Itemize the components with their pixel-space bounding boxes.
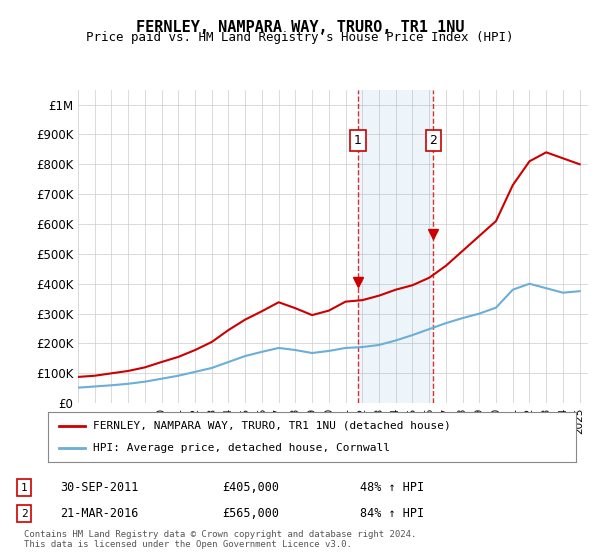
Text: 21-MAR-2016: 21-MAR-2016: [60, 507, 139, 520]
Text: 48% ↑ HPI: 48% ↑ HPI: [360, 481, 424, 494]
Text: HPI: Average price, detached house, Cornwall: HPI: Average price, detached house, Corn…: [93, 443, 390, 453]
Text: FERNLEY, NAMPARA WAY, TRURO, TR1 1NU: FERNLEY, NAMPARA WAY, TRURO, TR1 1NU: [136, 20, 464, 35]
Text: Contains HM Land Registry data © Crown copyright and database right 2024.
This d: Contains HM Land Registry data © Crown c…: [24, 530, 416, 549]
Text: £405,000: £405,000: [222, 481, 279, 494]
Text: 1: 1: [20, 483, 28, 493]
Text: 1: 1: [354, 134, 362, 147]
Text: 2: 2: [20, 508, 28, 519]
Text: £565,000: £565,000: [222, 507, 279, 520]
Text: Price paid vs. HM Land Registry's House Price Index (HPI): Price paid vs. HM Land Registry's House …: [86, 31, 514, 44]
Text: 30-SEP-2011: 30-SEP-2011: [60, 481, 139, 494]
Bar: [358, 90, 433, 403]
Text: 84% ↑ HPI: 84% ↑ HPI: [360, 507, 424, 520]
Text: 2: 2: [430, 134, 437, 147]
Text: FERNLEY, NAMPARA WAY, TRURO, TR1 1NU (detached house): FERNLEY, NAMPARA WAY, TRURO, TR1 1NU (de…: [93, 421, 451, 431]
